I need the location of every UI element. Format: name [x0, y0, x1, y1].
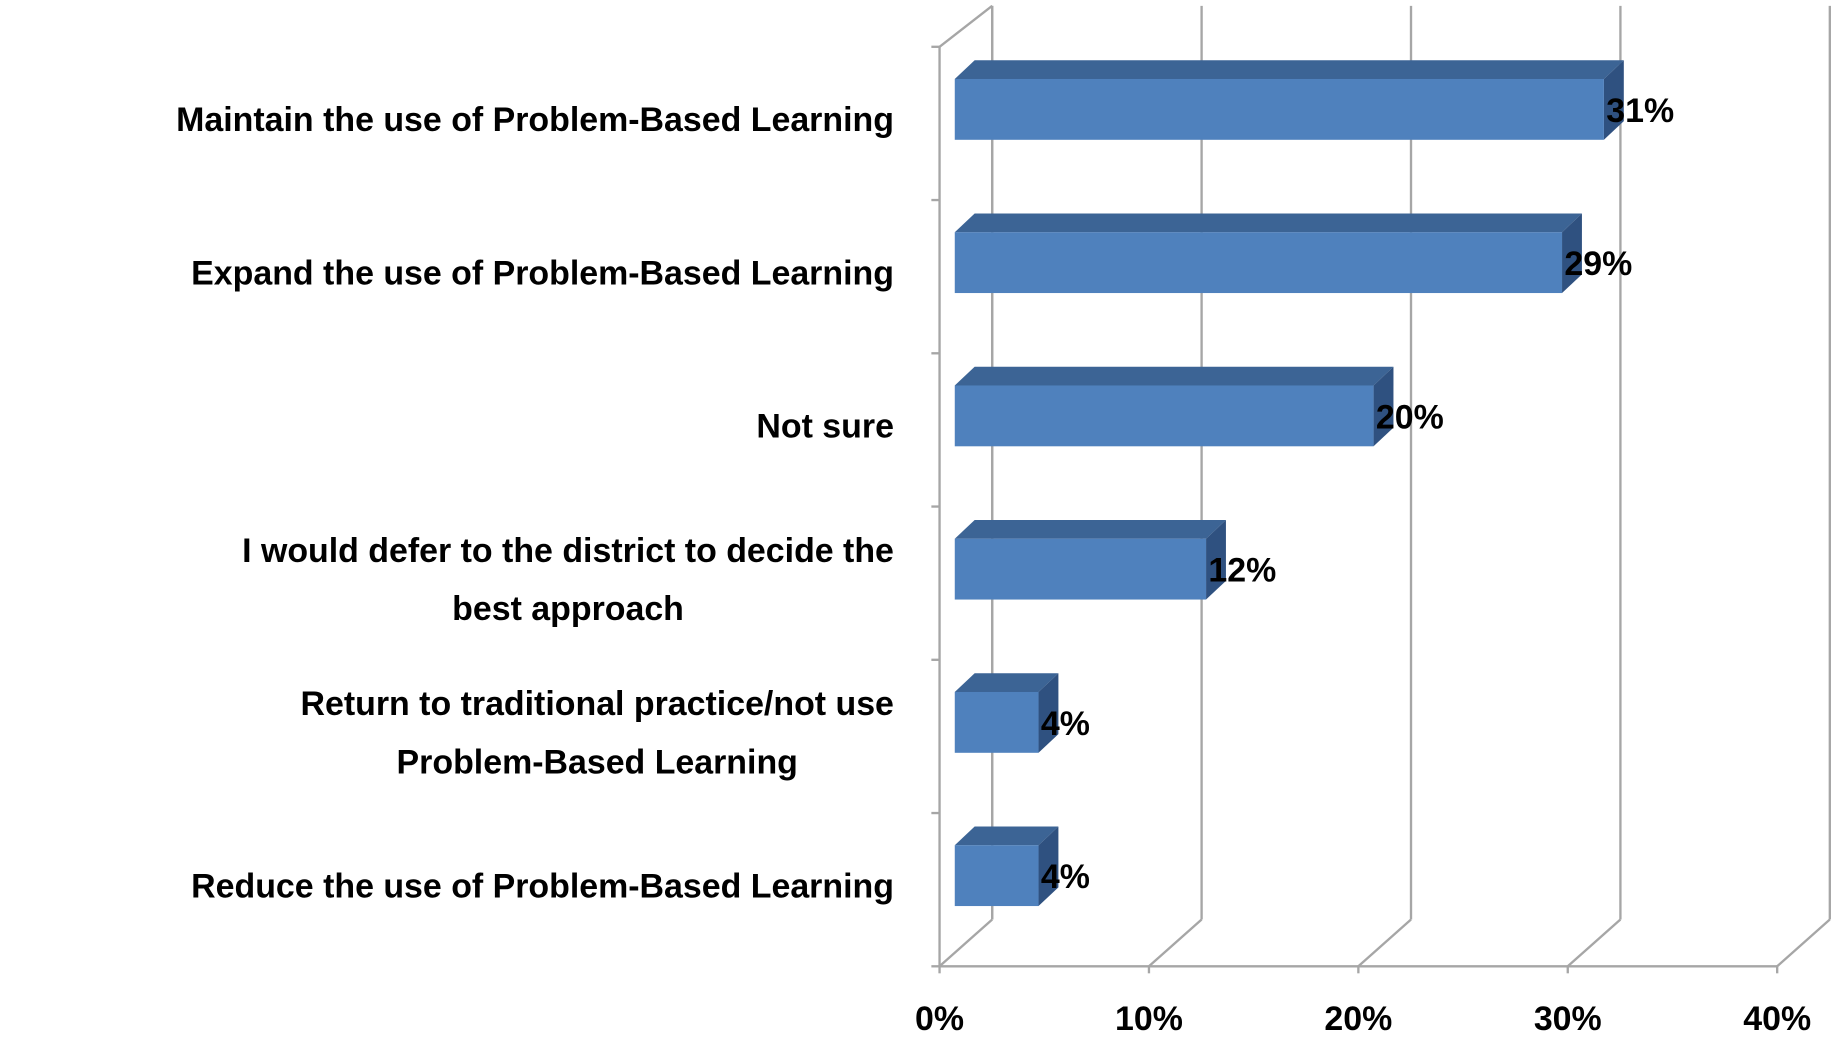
- bar-top: [954, 213, 1582, 233]
- y-tick-label: Expand the use of Problem-Based Learning: [191, 254, 894, 292]
- bar-side: [1562, 213, 1582, 294]
- floor-line: [1357, 918, 1412, 968]
- bar: [954, 366, 1394, 447]
- bar-front: [954, 78, 1604, 140]
- x-tick-label: 20%: [1324, 1000, 1392, 1038]
- y-tick-label: Maintain the use of Problem-Based Learni…: [176, 101, 894, 139]
- floor-line: [1776, 918, 1831, 968]
- bar: [954, 826, 1059, 907]
- bar-front: [954, 538, 1207, 600]
- bar-top: [954, 826, 1059, 846]
- left-wall-top: [938, 4, 993, 48]
- bar-top: [954, 366, 1394, 386]
- y-tick-label: I would defer to the district to decide …: [242, 532, 894, 628]
- x-tick-label: 40%: [1743, 1000, 1811, 1038]
- floor-line: [1148, 918, 1203, 968]
- bar-top: [954, 673, 1059, 692]
- y-tick-label: Not sure: [756, 408, 894, 446]
- value-label: 20%: [1376, 398, 1444, 436]
- bar-side: [1206, 520, 1226, 600]
- value-label: 31%: [1606, 92, 1674, 130]
- bar-top: [954, 520, 1226, 539]
- bar-front: [954, 385, 1374, 447]
- bar-front: [954, 232, 1563, 294]
- value-label: 4%: [1041, 858, 1090, 896]
- bar-side: [1373, 366, 1394, 447]
- bar: [954, 60, 1624, 140]
- bar-top: [954, 60, 1624, 79]
- bar-side: [1603, 60, 1624, 140]
- value-label: 4%: [1041, 705, 1090, 743]
- value-label: 29%: [1564, 245, 1632, 283]
- x-tick-label: 0%: [915, 1000, 964, 1038]
- bar-front: [954, 691, 1039, 753]
- bar: [954, 520, 1226, 600]
- bar-front: [954, 845, 1039, 907]
- floor-line: [1566, 918, 1622, 968]
- x-tick-label: 30%: [1534, 1000, 1602, 1038]
- y-tick-label: Return to traditional practice/not use Pr…: [300, 685, 893, 781]
- value-label: 12%: [1208, 552, 1276, 590]
- floor-line: [938, 918, 993, 968]
- x-tick-label: 10%: [1115, 1000, 1183, 1038]
- bar-side: [1038, 826, 1059, 907]
- y-tick-label: Reduce the use of Problem-Based Learning: [191, 867, 894, 905]
- bar-side: [1038, 673, 1059, 753]
- bar: [954, 673, 1059, 753]
- bar: [954, 213, 1582, 294]
